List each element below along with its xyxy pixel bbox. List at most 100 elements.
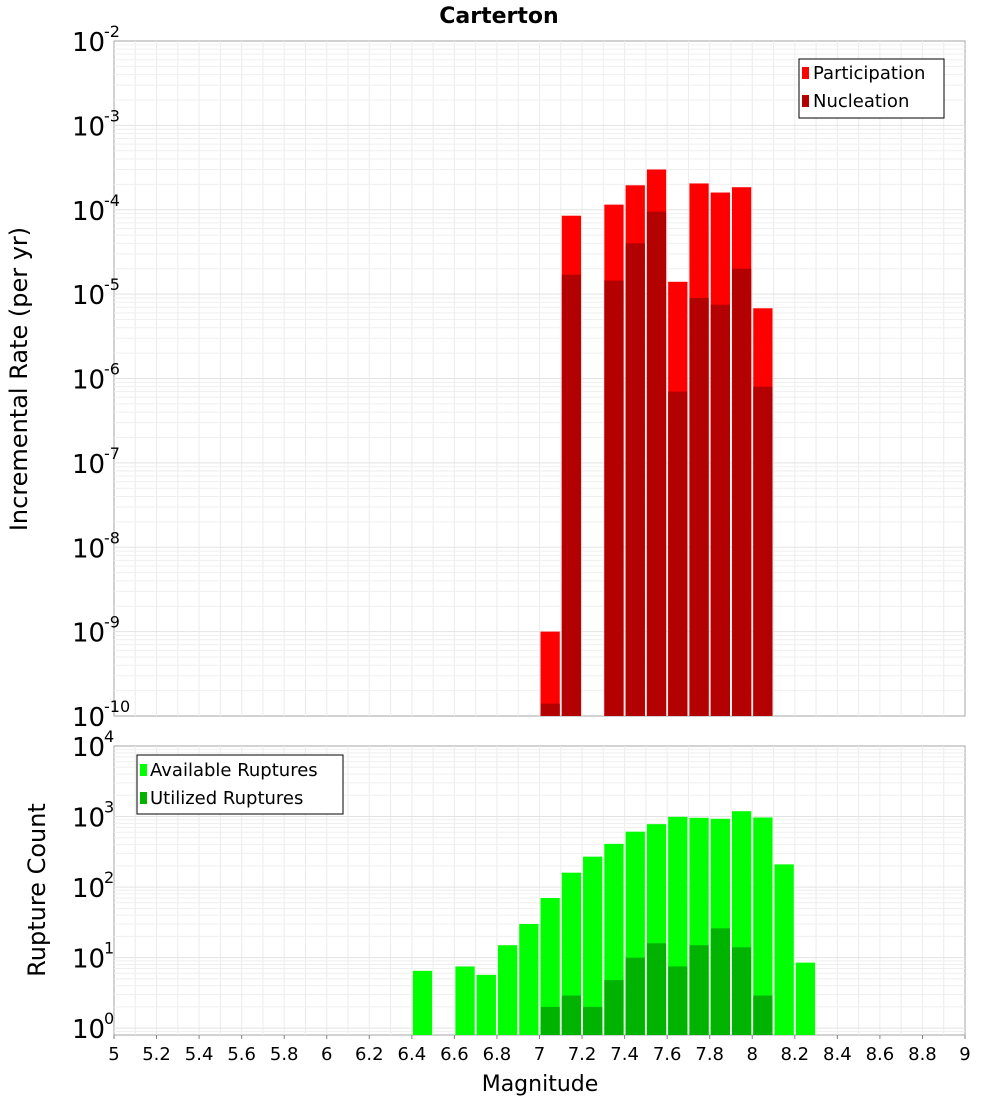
utilized-ruptures-bar — [668, 966, 688, 1035]
available-ruptures-bar — [753, 817, 773, 1035]
x-tick-label: 7.4 — [610, 1044, 639, 1065]
y-tick-exponent: -5 — [104, 275, 120, 294]
available-ruptures-bar — [519, 923, 539, 1035]
y-tick-exponent: -2 — [104, 22, 120, 41]
y-tick-label: 10 — [72, 450, 105, 480]
top-bars — [540, 169, 773, 717]
x-tick-label: 5 — [108, 1044, 119, 1065]
available-ruptures-bar — [583, 856, 603, 1035]
bottom-legend-box — [136, 754, 344, 815]
available-ruptures-bar — [795, 962, 816, 1035]
y-tick-label: 10 — [72, 945, 105, 975]
x-tick-label: 6.6 — [440, 1044, 469, 1065]
x-ticks: 5 5.2 5.4 5.6 5.8 6 6.2 6.4 6.6 6.8 7 7.2 7.4 7.6 7.8 8… — [108, 1035, 971, 1065]
y-tick-exponent: 0 — [104, 1009, 114, 1028]
y-tick-label: 10 — [72, 619, 105, 649]
y-tick-label: 10 — [72, 112, 105, 142]
y-tick-exponent: -4 — [104, 191, 120, 210]
top-legend-box — [798, 58, 945, 119]
legend-swatch-available-ruptures — [140, 764, 147, 776]
bottom-y-axis-label: Rupture Count — [23, 803, 51, 977]
legend-swatch-utilized-ruptures — [140, 792, 147, 804]
legend-label-participation: Participation — [813, 63, 925, 84]
legend-label-nucleation: Nucleation — [813, 91, 909, 112]
y-tick-exponent: -9 — [104, 613, 120, 632]
available-ruptures-bar — [774, 864, 794, 1035]
bottom-legend: Available Ruptures Utilized Ruptures — [136, 754, 344, 815]
x-tick-label: 6.2 — [355, 1044, 384, 1065]
legend-label-available-ruptures: Available Ruptures — [150, 760, 318, 781]
y-tick-label: 10 — [72, 197, 105, 227]
utilized-ruptures-bar — [710, 928, 730, 1035]
utilized-ruptures-bar — [583, 1006, 603, 1035]
nucleation-bar — [668, 391, 688, 716]
top-y-axis-label: Incremental Rate (per yr) — [5, 227, 33, 531]
available-ruptures-bar — [540, 898, 560, 1035]
x-tick-label: 6 — [321, 1044, 332, 1065]
y-tick-label: 10 — [72, 366, 105, 396]
y-tick-exponent: 1 — [104, 939, 114, 958]
x-axis-label: Magnitude — [482, 1072, 599, 1097]
nucleation-bar — [604, 280, 624, 716]
x-tick-label: 7.2 — [568, 1044, 597, 1065]
legend-label-utilized-ruptures: Utilized Ruptures — [150, 788, 303, 809]
utilized-ruptures-bar — [646, 943, 667, 1035]
utilized-ruptures-bar — [604, 980, 624, 1035]
y-tick-label: 10 — [72, 703, 105, 733]
x-tick-label: 8.2 — [780, 1044, 809, 1065]
y-tick-exponent: -7 — [104, 444, 120, 463]
y-tick-exponent: -6 — [104, 360, 120, 379]
x-tick-label: 8.8 — [908, 1044, 937, 1065]
y-tick-exponent: 2 — [104, 868, 114, 887]
chart-title: Carterton — [439, 4, 558, 29]
utilized-ruptures-bar — [689, 945, 709, 1035]
nucleation-bar — [561, 274, 582, 716]
utilized-ruptures-bar — [625, 957, 645, 1035]
x-tick-label: 9 — [959, 1044, 970, 1065]
x-tick-label: 5.2 — [142, 1044, 171, 1065]
x-tick-label: 7.8 — [695, 1044, 724, 1065]
x-tick-label: 6.8 — [483, 1044, 512, 1065]
x-tick-label: 7.6 — [653, 1044, 682, 1065]
y-tick-label: 10 — [72, 281, 105, 311]
nucleation-bar — [731, 268, 752, 716]
nucleation-bar — [646, 211, 667, 716]
y-tick-exponent: -3 — [104, 106, 120, 125]
nucleation-bar — [625, 243, 645, 717]
available-ruptures-bar — [561, 872, 582, 1035]
top-legend: Participation Nucleation — [798, 58, 945, 119]
available-ruptures-bar — [455, 966, 475, 1035]
legend-swatch-nucleation — [802, 95, 809, 107]
available-ruptures-bar — [497, 945, 518, 1035]
y-tick-label: 10 — [72, 534, 105, 564]
y-tick-exponent: 3 — [104, 798, 114, 817]
y-tick-label: 10 — [72, 28, 105, 58]
bottom-bars — [412, 811, 816, 1035]
top-grid — [114, 41, 965, 716]
nucleation-bar — [689, 297, 709, 716]
y-tick-label: 10 — [72, 804, 105, 834]
y-tick-exponent: -10 — [104, 697, 130, 716]
x-tick-label: 5.8 — [270, 1044, 299, 1065]
y-tick-exponent: 4 — [104, 727, 114, 746]
utilized-ruptures-bar — [731, 947, 752, 1035]
utilized-ruptures-bar — [540, 1006, 560, 1035]
available-ruptures-bar — [476, 974, 496, 1035]
available-ruptures-bar — [412, 970, 433, 1035]
legend-swatch-participation — [802, 67, 809, 79]
y-tick-label: 10 — [72, 874, 105, 904]
nucleation-bar — [753, 386, 773, 716]
x-tick-label: 5.6 — [227, 1044, 256, 1065]
utilized-ruptures-bar — [561, 995, 582, 1035]
x-tick-label: 6.4 — [398, 1044, 427, 1065]
x-tick-label: 8.4 — [823, 1044, 852, 1065]
nucleation-bar — [540, 703, 560, 716]
utilized-ruptures-bar — [753, 995, 773, 1035]
x-tick-label: 7 — [534, 1044, 545, 1065]
y-tick-label: 10 — [72, 733, 105, 763]
